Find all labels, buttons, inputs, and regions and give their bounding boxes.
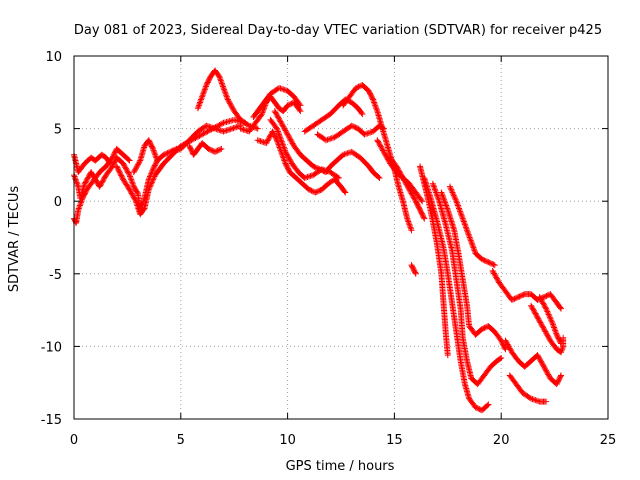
series-arc-8 (186, 140, 225, 158)
x-axis-label: GPS time / hours (286, 459, 395, 474)
grid (74, 56, 608, 419)
series-arc-18 (387, 154, 428, 222)
point-marks (271, 108, 383, 181)
series-arc-27 (506, 372, 550, 405)
point-marks (438, 189, 509, 353)
point-marks (506, 372, 550, 405)
series-arc-11 (254, 128, 349, 196)
x-tick-label: 25 (600, 433, 617, 448)
series-arc-23 (438, 189, 509, 353)
axis-ticks: 0 5 10 15 20 25 10 5 0 -5 -10 -15 (41, 50, 617, 448)
point-marks (502, 337, 565, 388)
x-tick-label: 15 (386, 433, 403, 448)
y-tick-label: -10 (41, 340, 62, 355)
y-tick-label: -5 (49, 268, 62, 283)
series-arc-6 (169, 122, 244, 155)
series-arc-24 (446, 183, 498, 269)
x-tick-label: 20 (493, 433, 510, 448)
series-arc-26 (502, 337, 565, 388)
x-tick-label: 5 (177, 433, 185, 448)
point-marks (387, 154, 428, 222)
point-marks (421, 174, 492, 414)
series-arc-7 (194, 67, 261, 132)
point-marks (169, 122, 244, 155)
y-tick-label: 0 (54, 195, 62, 210)
series-arc-22 (429, 180, 505, 388)
x-tick-label: 10 (279, 433, 296, 448)
y-tick-label: -15 (41, 413, 62, 428)
point-marks (130, 137, 161, 176)
point-marks (429, 180, 505, 388)
point-marks (528, 302, 567, 356)
point-marks (536, 294, 565, 347)
point-marks (250, 84, 304, 120)
point-marks (186, 140, 225, 158)
point-marks (254, 128, 349, 196)
y-tick-label: 5 (54, 123, 62, 138)
series-arc-25 (489, 267, 565, 312)
y-axis-label: SDTVAR / TECUs (7, 186, 22, 293)
series-arc-28 (528, 302, 567, 356)
series-arc-5 (130, 137, 161, 176)
point-marks (314, 122, 387, 144)
point-marks (408, 262, 419, 277)
series-arc-29 (536, 294, 565, 347)
point-marks (446, 183, 498, 269)
series-arc-13 (271, 108, 383, 181)
series-arc-21 (421, 174, 492, 414)
series-arc-10 (250, 84, 304, 120)
series-arc-15 (314, 122, 387, 144)
chart-title: Day 081 of 2023, Sidereal Day-to-day VTE… (74, 23, 602, 38)
point-marks (194, 67, 261, 132)
data-points (71, 67, 567, 414)
plot-frame (73, 55, 609, 420)
point-marks (489, 267, 565, 312)
x-tick-label: 0 (70, 433, 78, 448)
series-arc-19 (408, 262, 419, 277)
y-tick-label: 10 (45, 50, 62, 65)
